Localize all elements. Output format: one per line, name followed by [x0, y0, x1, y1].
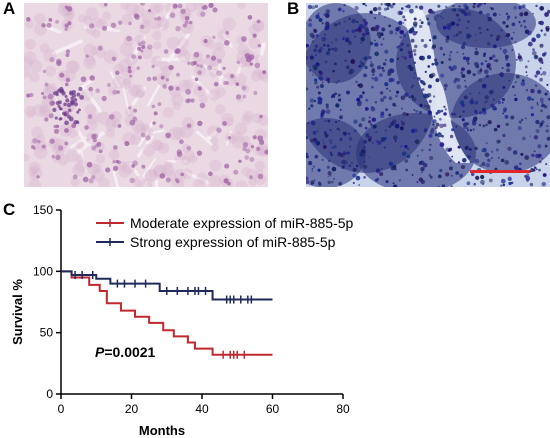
y-tick-label: 50 [40, 326, 54, 340]
survival-curve-strong [61, 270, 273, 301]
ihc-stain-micrograph [306, 3, 550, 187]
legend-item: Strong expression of miR-885-5p [96, 234, 336, 250]
y-axis-label: Survival % [10, 279, 25, 345]
legend-label: Strong expression of miR-885-5p [130, 234, 336, 250]
x-tick-label: 80 [336, 402, 350, 416]
survival-chart: 0 50 100 150 0 20 40 60 80 Months Survival % Moder… [10, 203, 354, 438]
y-tick-label: 150 [33, 203, 53, 217]
panel-a-label: A [3, 0, 16, 18]
legend-label: Moderate expression of miR-885-5p [130, 215, 354, 231]
x-tick-label: 60 [266, 402, 280, 416]
x-tick-label: 20 [125, 402, 139, 416]
y-tick-label: 0 [46, 387, 53, 401]
x-axis-label: Months [139, 423, 185, 438]
he-stain-micrograph [24, 3, 268, 187]
survival-curve-moderate [61, 270, 273, 356]
legend-item: Moderate expression of miR-885-5p [96, 215, 354, 231]
x-tick-label: 0 [58, 402, 65, 416]
panel-c-label: C [3, 200, 16, 219]
panel-b-label: B [287, 0, 300, 18]
scale-bar [470, 170, 530, 173]
x-tick-label: 40 [195, 402, 209, 416]
p-value-annotation: P=0.0021 [95, 344, 156, 360]
y-tick-label: 100 [33, 264, 53, 278]
